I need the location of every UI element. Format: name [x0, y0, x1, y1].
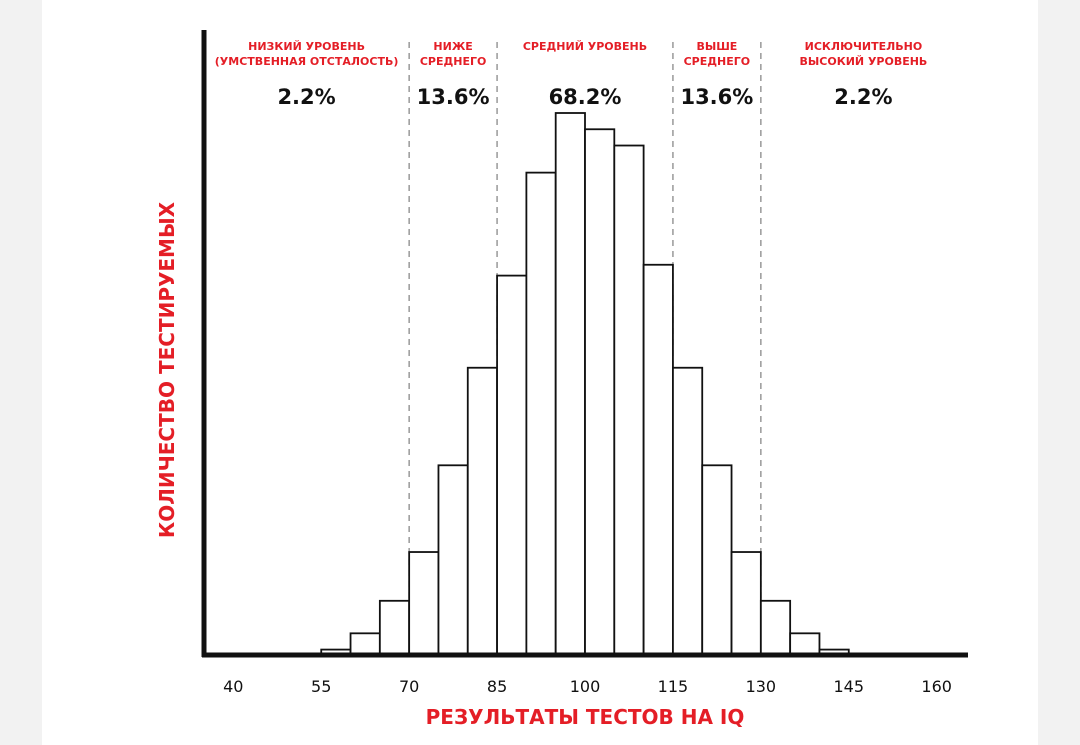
histogram-bar-125-130	[730, 551, 762, 656]
x-tick-label-40: 40	[223, 677, 243, 696]
x-tick-label-70: 70	[399, 677, 419, 696]
region-label-3-line-1: СРЕДНЕГО	[684, 55, 751, 68]
region-label-4-line-1: ВЫСОКИЙ УРОВЕНЬ	[800, 55, 928, 68]
histogram-bar-100-105	[584, 128, 616, 656]
histogram-bar-60-65	[349, 632, 381, 656]
x-axis-ticks: 40 55 70 85 100 115 130 145 160	[223, 677, 952, 696]
region-labels: НИЗКИЙ УРОВЕНЬ (УМСТВЕННАЯ ОТСТАЛОСТЬ) 2.2…	[215, 40, 928, 109]
x-axis-title: РЕЗУЛЬТАТЫ ТЕСТОВ НА IQ	[426, 705, 745, 729]
region-label-0-line-0: НИЗКИЙ УРОВЕНЬ	[248, 40, 365, 53]
x-tick-label-55: 55	[311, 677, 331, 696]
histogram-bar-120-125	[701, 464, 733, 656]
y-axis-title: КОЛИЧЕСТВО ТЕСТИРУЕМЫХ	[155, 201, 179, 538]
x-tick-label-115: 115	[658, 677, 689, 696]
histogram-bar-130-135	[759, 599, 792, 656]
histogram-bar-135-140	[789, 632, 821, 656]
histogram-bar-90-95	[525, 171, 557, 656]
histogram-bar-80-85	[466, 366, 498, 656]
region-label-4-line-0: ИСКЛЮЧИТЕЛЬНО	[805, 40, 923, 53]
histogram-bar-105-110	[613, 144, 645, 656]
region-percent-4: 2.2%	[834, 85, 892, 109]
histogram-bar-65-70	[378, 599, 411, 656]
region-label-1-line-0: НИЖЕ	[433, 40, 472, 53]
histogram-bar-95-100	[554, 112, 586, 656]
x-tick-label-130: 130	[746, 677, 777, 696]
region-percent-1: 13.6%	[417, 85, 490, 109]
x-tick-label-145: 145	[833, 677, 864, 696]
region-label-2-line-0: СРЕДНИЙ УРОВЕНЬ	[523, 40, 647, 53]
histogram-bars	[320, 112, 850, 656]
histogram-bar-75-80	[437, 464, 469, 656]
chart-axes	[201, 30, 968, 658]
x-tick-label-100: 100	[570, 677, 601, 696]
histogram-bar-85-90	[496, 274, 528, 656]
iq-histogram-chart: 40 55 70 85 100 115 130 145 160 НИЗКИЙ УРОВЕНЬ (У…	[155, 30, 968, 729]
region-label-0-line-1: (УМСТВЕННАЯ ОТСТАЛОСТЬ)	[215, 55, 399, 68]
page-panel: 40 55 70 85 100 115 130 145 160 НИЗКИЙ УРОВЕНЬ (У…	[42, 0, 1038, 745]
x-tick-label-85: 85	[487, 677, 507, 696]
region-label-3-line-0: ВЫШЕ	[696, 40, 737, 53]
region-percent-2: 68.2%	[549, 85, 622, 109]
x-tick-label-160: 160	[921, 677, 952, 696]
histogram-bar-110-115	[642, 263, 674, 656]
region-percent-0: 2.2%	[277, 85, 335, 109]
region-percent-3: 13.6%	[680, 85, 753, 109]
region-label-1-line-1: СРЕДНЕГО	[420, 55, 487, 68]
histogram-bar-70-75	[408, 551, 440, 656]
histogram-bar-115-120	[672, 366, 704, 656]
